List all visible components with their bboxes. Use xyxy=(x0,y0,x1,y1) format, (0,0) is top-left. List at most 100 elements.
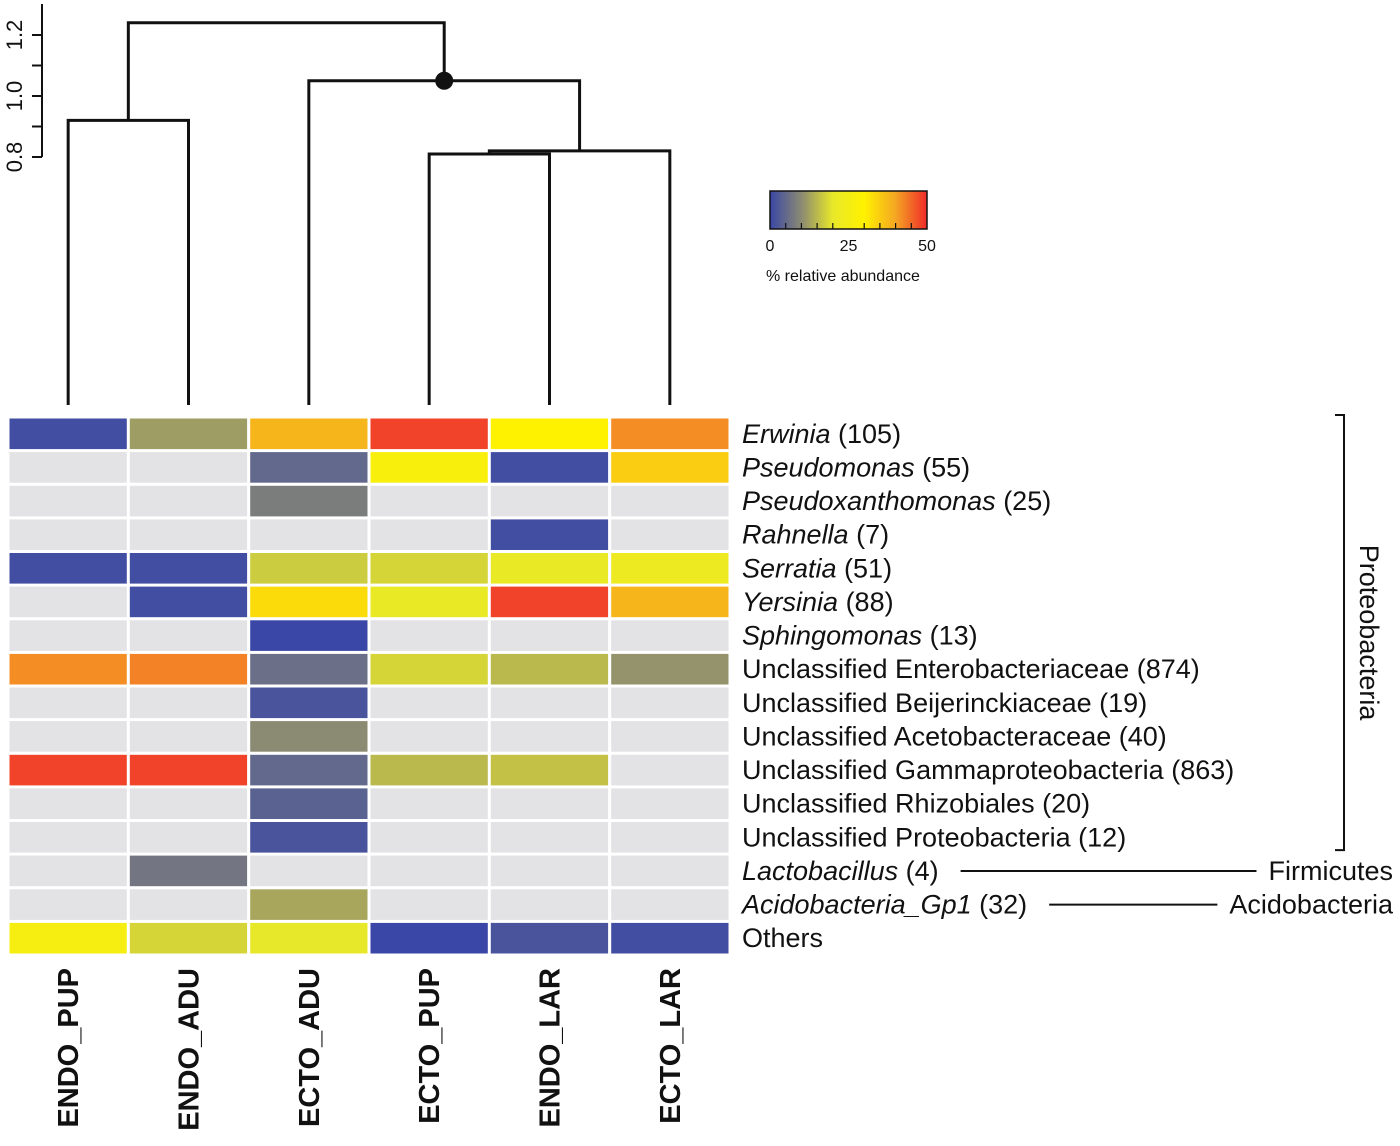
heatmap-cell-erwinia-endo-adu xyxy=(129,418,248,450)
row-label-unclassified-rhizobiales: Unclassified Rhizobiales (20) xyxy=(742,789,1090,819)
heatmap-cell-rahnella-endo-lar xyxy=(490,519,609,550)
dendrogram-axis-label: 0.8 xyxy=(2,142,27,173)
heatmap-cell-unclassified-gammaproteobacteria-endo-lar xyxy=(490,754,609,786)
heatmap-cell-yersinia-endo-pup xyxy=(9,586,127,618)
heatmap-cell-pseudomonas-endo-lar xyxy=(490,452,609,483)
heatmap-cell-pseudomonas-ecto-pup xyxy=(370,452,488,483)
row-label-unclassified-enterobacteriaceae: Unclassified Enterobacteriaceae (874) xyxy=(742,654,1200,684)
heatmap-cell-yersinia-ecto-lar xyxy=(611,586,729,618)
heatmap-cell-unclassified-proteobacteria-endo-adu xyxy=(129,822,248,853)
heatmap-cell-lactobacillus-ecto-lar xyxy=(611,855,729,887)
heatmap-cell-lactobacillus-endo-lar xyxy=(490,855,609,887)
heatmap-cell-unclassified-gammaproteobacteria-ecto-lar xyxy=(611,754,729,786)
heatmap-cell-pseudoxanthomonas-ecto-lar xyxy=(611,485,729,517)
row-label-acidobacteria-gp1: Acidobacteria_Gp1 (32) xyxy=(740,890,1027,920)
heatmap-cell-unclassified-proteobacteria-ecto-adu xyxy=(250,822,368,853)
heatmap-cell-acidobacteria-gp1-endo-adu xyxy=(129,889,248,920)
column-label-endo-lar: ENDO_LAR xyxy=(535,968,567,1128)
heatmap-cell-acidobacteria-gp1-ecto-pup xyxy=(370,889,488,920)
heatmap-cell-unclassified-rhizobiales-endo-lar xyxy=(490,788,609,819)
column-label-ecto-lar: ECTO_LAR xyxy=(655,968,687,1124)
heatmap-cell-pseudoxanthomonas-ecto-pup xyxy=(370,485,488,517)
heatmap-grid xyxy=(9,418,729,954)
heatmap-cell-unclassified-enterobacteriaceae-ecto-lar xyxy=(611,653,729,685)
heatmap-cell-unclassified-acetobacteraceae-endo-pup xyxy=(9,721,127,752)
heatmap-cell-lactobacillus-endo-pup xyxy=(9,855,127,887)
heatmap-cell-pseudomonas-endo-pup xyxy=(9,452,127,483)
dendrogram-axis-label: 1.0 xyxy=(2,81,27,112)
dendrogram-branch-4 xyxy=(307,79,582,405)
column-label-endo-adu: ENDO_ADU xyxy=(174,968,206,1131)
row-labels: Erwinia (105)Pseudomonas (55) Pseudoxanth… xyxy=(740,419,1234,953)
dendrogram-axis-label: 1.2 xyxy=(2,20,27,51)
heatmap-cell-unclassified-proteobacteria-ecto-pup xyxy=(370,822,488,853)
heatmap-cell-serratia-endo-pup xyxy=(9,553,127,584)
heatmap-cell-unclassified-enterobacteriaceae-ecto-adu xyxy=(250,653,368,685)
heatmap-cell-others-ecto-pup xyxy=(370,922,488,954)
heatmap-cell-unclassified-beijerinckiaceae-endo-adu xyxy=(129,687,248,719)
heatmap-cell-unclassified-proteobacteria-endo-lar xyxy=(490,822,609,853)
row-label-others: Others xyxy=(742,923,823,953)
heatmap-cell-erwinia-ecto-lar xyxy=(611,418,729,450)
row-label-lactobacillus: Lactobacillus (4) xyxy=(742,856,939,886)
heatmap-cell-yersinia-ecto-adu xyxy=(250,586,368,618)
heatmap-cell-others-endo-lar xyxy=(490,922,609,954)
heatmap-cell-serratia-ecto-pup xyxy=(370,553,488,584)
heatmap-cell-unclassified-rhizobiales-endo-adu xyxy=(129,788,248,819)
heatmap-cell-erwinia-endo-lar xyxy=(490,418,609,450)
heatmap-cell-sphingomonas-ecto-lar xyxy=(611,620,729,651)
heatmap-cell-unclassified-rhizobiales-endo-pup xyxy=(9,788,127,819)
heatmap-cell-pseudomonas-ecto-adu xyxy=(250,452,368,483)
phylum-label-firmicutes: Firmicutes xyxy=(1268,856,1393,886)
heatmap-cell-rahnella-ecto-adu xyxy=(250,519,368,550)
legend-title: % relative abundance xyxy=(766,268,920,285)
legend-tick-label: 0 xyxy=(766,238,775,255)
heatmap-cell-pseudomonas-endo-adu xyxy=(129,452,248,483)
row-label-unclassified-beijerinckiaceae: Unclassified Beijerinckiaceae (19) xyxy=(742,688,1147,718)
heatmap-cell-yersinia-endo-adu xyxy=(129,586,248,618)
row-label-rahnella: Rahnella (7) xyxy=(742,520,889,550)
heatmap-cell-others-endo-pup xyxy=(9,922,127,954)
heatmap-cell-unclassified-proteobacteria-ecto-lar xyxy=(611,822,729,853)
heatmap-cell-unclassified-enterobacteriaceae-ecto-pup xyxy=(370,653,488,685)
heatmap-cell-unclassified-enterobacteriaceae-endo-lar xyxy=(490,653,609,685)
column-labels: ENDO_PUP ENDO_ADU ECTO_ADU ECTO_PUP ENDO_LAR… xyxy=(53,968,687,1131)
phylum-bracket-proteobacteria xyxy=(1335,414,1345,852)
heatmap-cell-erwinia-endo-pup xyxy=(9,418,127,450)
row-label-unclassified-proteobacteria: Unclassified Proteobacteria (12) xyxy=(742,822,1126,852)
heatmap-cell-unclassified-enterobacteriaceae-endo-adu xyxy=(129,653,248,685)
dendrogram-branch-1 xyxy=(427,152,551,405)
dendrogram-branch-5 xyxy=(126,21,446,121)
heatmap-cell-sphingomonas-endo-adu xyxy=(129,620,248,651)
heatmap-cell-rahnella-ecto-lar xyxy=(611,519,729,550)
dendrogram-branch-3 xyxy=(66,118,190,405)
heatmap-cell-erwinia-ecto-adu xyxy=(250,418,368,450)
heatmap-cell-sphingomonas-endo-lar xyxy=(490,620,609,651)
heatmap-cell-unclassified-acetobacteraceae-endo-lar xyxy=(490,721,609,752)
row-label-unclassified-acetobacteraceae: Unclassified Acetobacteraceae (40) xyxy=(742,721,1167,751)
heatmap-cell-unclassified-acetobacteraceae-ecto-adu xyxy=(250,721,368,752)
legend-color-bar xyxy=(769,190,928,230)
heatmap-cell-others-endo-adu xyxy=(129,922,248,954)
phylum-annotations: Proteobacteria Firmicutes Acidobacteria xyxy=(960,414,1394,920)
row-label-unclassified-gammaproteobacteria: Unclassified Gammaproteobacteria (863) xyxy=(742,755,1234,785)
heatmap-cell-unclassified-gammaproteobacteria-ecto-adu xyxy=(250,754,368,786)
heatmap-cell-unclassified-gammaproteobacteria-endo-pup xyxy=(9,754,127,786)
heatmap-cell-lactobacillus-endo-adu xyxy=(129,855,248,887)
heatmap-cell-acidobacteria-gp1-ecto-adu xyxy=(250,889,368,920)
heatmap-cell-serratia-ecto-lar xyxy=(611,553,729,584)
legend-tick-label: 25 xyxy=(840,238,858,255)
phylum-label-proteobacteria: Proteobacteria xyxy=(1354,545,1384,722)
heatmap-cell-acidobacteria-gp1-endo-lar xyxy=(490,889,609,920)
heatmap-cell-sphingomonas-ecto-adu xyxy=(250,620,368,651)
heatmap-cell-unclassified-enterobacteriaceae-endo-pup xyxy=(9,653,127,685)
heatmap-cell-unclassified-rhizobiales-ecto-lar xyxy=(611,788,729,819)
phylum-label-acidobacteria: Acidobacteria xyxy=(1229,890,1394,920)
heatmap-cell-unclassified-rhizobiales-ecto-pup xyxy=(370,788,488,819)
heatmap-cell-unclassified-gammaproteobacteria-ecto-pup xyxy=(370,754,488,786)
row-label-yersinia: Yersinia (88) xyxy=(742,587,894,617)
heatmap-cell-acidobacteria-gp1-endo-pup xyxy=(9,889,127,920)
row-label-pseudomonas: Pseudomonas (55) xyxy=(742,452,970,482)
heatmap-cell-pseudoxanthomonas-ecto-adu xyxy=(250,485,368,517)
